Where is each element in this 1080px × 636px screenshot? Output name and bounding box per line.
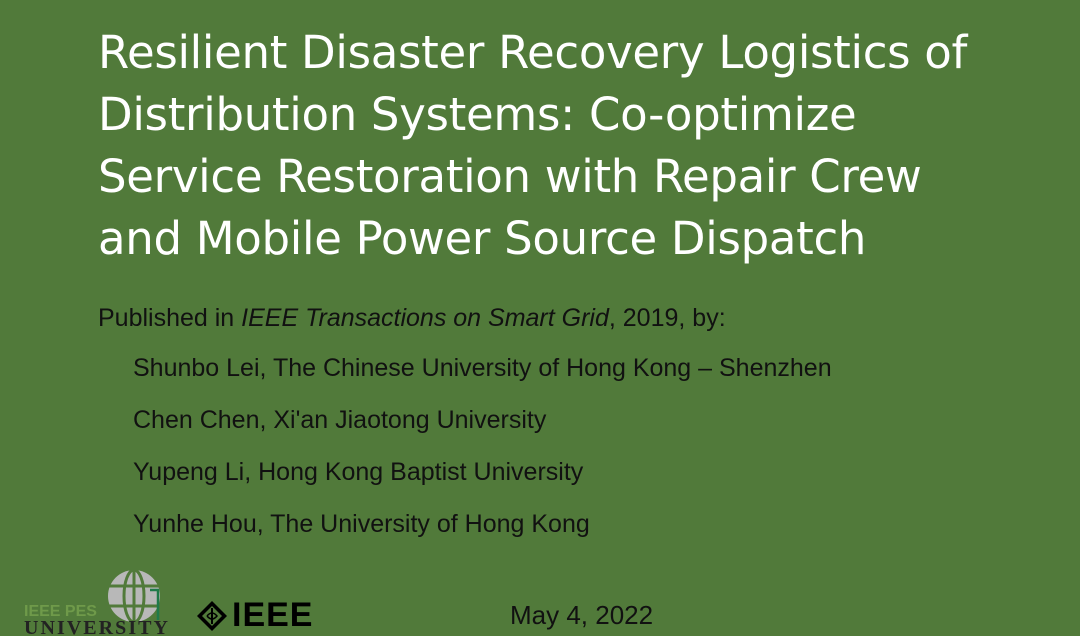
author-item: Yupeng Li, Hong Kong Baptist University: [133, 458, 584, 486]
presentation-date: May 4, 2022: [510, 600, 654, 630]
title-line: Distribution Systems: Co-optimize: [98, 88, 857, 141]
title-line: Resilient Disaster Recovery Logistics of: [98, 26, 968, 79]
title-line: and Mobile Power Source Dispatch: [98, 212, 867, 265]
svg-text:IEEE PES: IEEE PES: [24, 603, 97, 620]
author-item: Yunhe Hou, The University of Hong Kong: [133, 510, 590, 538]
svg-text:UNIVERSITY: UNIVERSITY: [24, 617, 169, 636]
author-item: Shunbo Lei, The Chinese University of Ho…: [133, 354, 832, 382]
ieee-wordmark: IEEE: [232, 596, 314, 634]
publication-line: Published in IEEE Transactions on Smart …: [98, 304, 726, 333]
author-item: Chen Chen, Xi'an Jiaotong University: [133, 406, 547, 434]
publication-prefix: Published in: [98, 304, 242, 332]
publication-suffix: , 2019, by:: [608, 304, 726, 332]
ieee-diamond-icon: [197, 600, 227, 631]
title-line: Service Restoration with Repair Crew: [98, 150, 922, 203]
author-list: Shunbo Lei, The Chinese University of Ho…: [133, 354, 832, 562]
journal-name: IEEE Transactions on Smart Grid: [241, 304, 609, 332]
ieee-pes-university-logo: IEEE PES UNIVERSITY: [24, 568, 169, 636]
ieee-logo: IEEE: [196, 596, 313, 635]
slide-title: Resilient Disaster Recovery Logistics of…: [98, 22, 1058, 270]
globe-icon: [108, 568, 160, 624]
